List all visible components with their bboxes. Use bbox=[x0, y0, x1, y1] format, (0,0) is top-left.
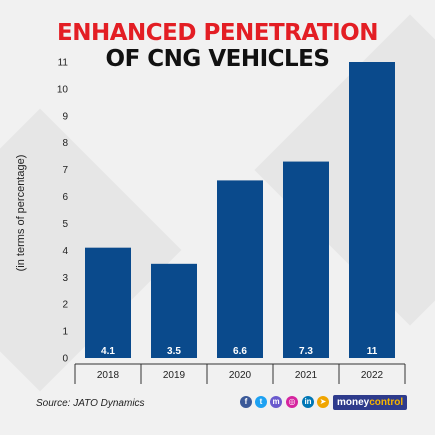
source-note: Source: JATO Dynamics bbox=[36, 398, 145, 409]
bar-2022 bbox=[349, 62, 395, 358]
y-tick-label: 1 bbox=[62, 327, 68, 338]
logo-part2: control bbox=[369, 397, 404, 408]
y-tick-label: 11 bbox=[58, 58, 69, 69]
bars: 4.1 3.5 6.6 7.3 11 bbox=[85, 62, 395, 358]
messenger-icon[interactable]: m bbox=[270, 396, 282, 408]
chart-title-line1: ENHANCED PENETRATION bbox=[57, 20, 378, 46]
data-label-2022: 11 bbox=[367, 346, 378, 357]
chart-title-line2: OF CNG VEHICLES bbox=[105, 46, 330, 72]
y-tick-label: 3 bbox=[62, 273, 68, 284]
x-tick-label-2020: 2020 bbox=[229, 370, 252, 381]
y-tick-label: 10 bbox=[57, 84, 69, 95]
y-axis-label: (in terms of percentage) bbox=[15, 155, 27, 272]
data-label-2018: 4.1 bbox=[101, 346, 115, 357]
y-tick-label: 7 bbox=[62, 165, 68, 176]
y-tick-label: 9 bbox=[62, 111, 68, 122]
x-tick-label-2018: 2018 bbox=[97, 370, 120, 381]
y-tick-label: 5 bbox=[62, 219, 68, 230]
y-tick-label: 8 bbox=[62, 138, 68, 149]
instagram-icon[interactable]: ◎ bbox=[286, 396, 298, 408]
x-tick-label-2022: 2022 bbox=[361, 370, 384, 381]
bar-2021 bbox=[283, 161, 329, 358]
bar-2018 bbox=[85, 247, 131, 358]
y-tick-label: 2 bbox=[62, 300, 68, 311]
logo-part1: money bbox=[337, 397, 370, 408]
data-label-2019: 3.5 bbox=[167, 346, 181, 357]
x-axis: 2018 2019 2020 2021 2022 bbox=[74, 363, 406, 384]
linkedin-icon[interactable]: in bbox=[302, 396, 314, 408]
y-tick-label: 6 bbox=[62, 192, 68, 203]
x-tick-label-2019: 2019 bbox=[163, 370, 186, 381]
y-tick-label: 4 bbox=[62, 246, 68, 257]
telegram-icon[interactable]: ➤ bbox=[317, 396, 329, 408]
y-tick-label: 0 bbox=[62, 354, 68, 365]
twitter-icon[interactable]: t bbox=[255, 396, 267, 408]
bar-2020 bbox=[217, 180, 263, 358]
x-tick-label-2021: 2021 bbox=[295, 370, 318, 381]
moneycontrol-logo[interactable]: moneycontrol bbox=[333, 395, 408, 410]
bar-2019 bbox=[151, 263, 197, 358]
y-axis-ticks: 0 1 2 3 4 5 6 7 8 9 10 11 bbox=[57, 58, 69, 365]
data-label-2020: 6.6 bbox=[233, 346, 247, 357]
facebook-icon[interactable]: f bbox=[240, 396, 252, 408]
data-label-2021: 7.3 bbox=[299, 346, 313, 357]
